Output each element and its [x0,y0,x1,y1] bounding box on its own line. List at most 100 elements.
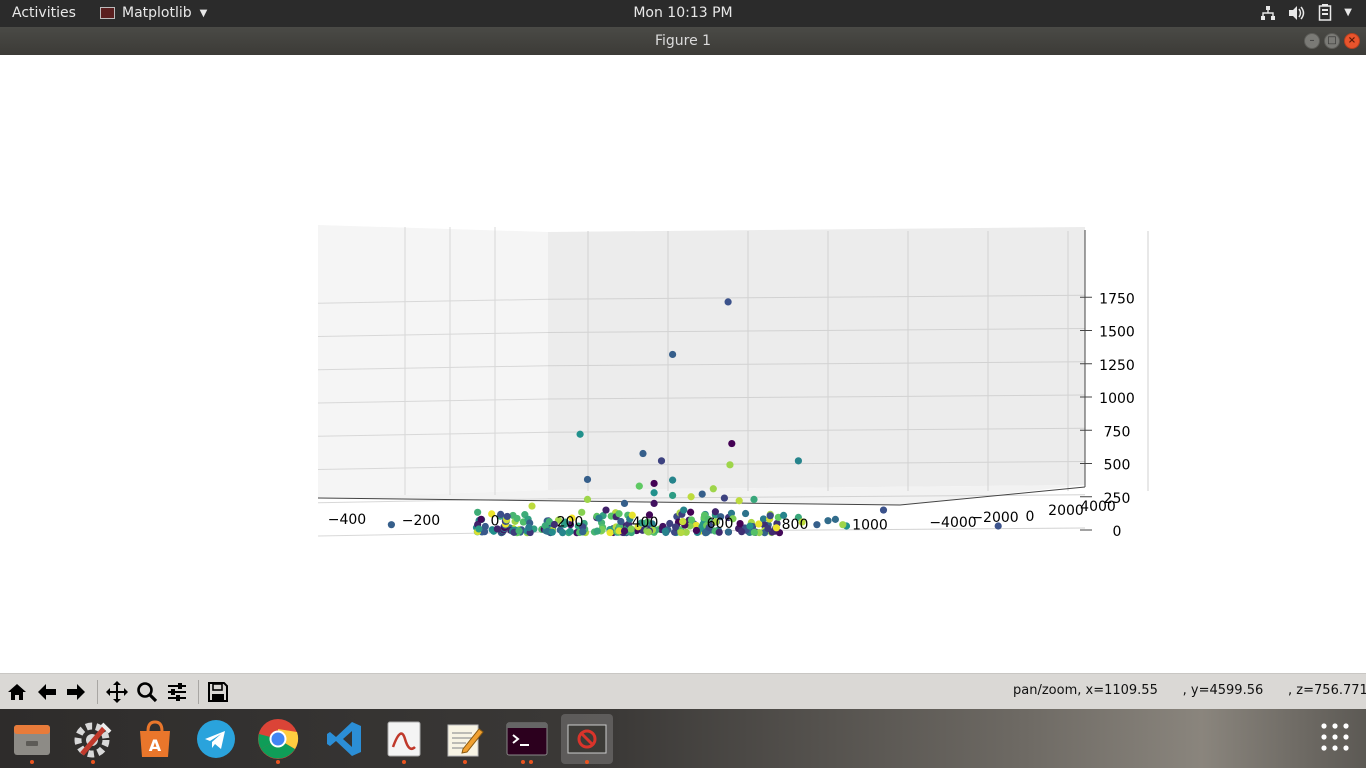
scatter-point [794,457,803,465]
clock-label[interactable]: Mon 10:13 PM [633,5,733,21]
grid-line-z-left [317,498,549,504]
scatter-point [669,350,677,359]
running-indicator [91,760,95,764]
x-tick-label: 800 [782,517,809,533]
scatter-point [692,521,700,529]
status-pan-x: pan/zoom, x=1109.55 [1013,683,1158,698]
scatter-point [595,514,603,522]
z-tick-label: 250 [1104,491,1131,507]
scatter-point [671,523,680,531]
scatter-point [576,430,584,438]
scatter-point [661,527,669,535]
system-tools-icon [74,722,112,758]
scatter-3d-plot[interactable]: −400 −200 0 200 400 600 800 1000 −4000−2000 0 200… [0,55,1366,673]
matplotlib-toolbar: pan/zoom, x=1109.55 , y=4599.56 , z=756.… [0,673,1366,709]
dock-software-center[interactable]: A [129,714,181,764]
forward-icon[interactable] [63,679,89,705]
scatter-point [550,520,558,529]
scatter-point [528,502,536,510]
scatter-point [560,520,569,529]
x-tick-labels: −400 −200 0 200 400 600 800 1000 [328,512,888,534]
dock-chrome[interactable] [252,714,304,764]
scatter-point [750,495,758,504]
scatter-point [736,519,744,528]
dock-system-tools[interactable] [67,714,119,764]
activities-button[interactable]: Activities [12,5,76,21]
show-applications-icon[interactable] [1320,722,1350,752]
dock-text-editor[interactable] [439,714,491,764]
scatter-point [474,508,482,516]
scatter-point [513,514,521,523]
scatter-point [727,509,736,517]
window-title: Figure 1 [654,33,712,49]
scatter-point [764,524,772,533]
configure-subplots-icon[interactable] [164,679,190,705]
matplotlib-figure-icon [567,724,607,754]
grid-lines [317,227,1149,537]
back-pane [548,227,1085,490]
scatter-point [615,510,623,518]
scatter-point [650,479,658,488]
minimize-icon[interactable]: – [1304,33,1320,49]
scatter-point [831,515,840,523]
cursor-status: pan/zoom, x=1109.55 , y=4599.56 , z=756.… [1013,683,1366,698]
grid-line-z-left [317,465,549,470]
dock: A [0,709,1366,768]
x-tick-label: 0 [491,514,500,530]
maximize-icon[interactable]: □ [1324,33,1340,49]
back-icon[interactable] [34,679,60,705]
dock-vscode[interactable] [318,714,370,764]
scatter-point [620,527,629,535]
scatter-point [583,495,592,504]
dock-telegram[interactable] [190,714,242,764]
app-menu[interactable]: Matplotlib ▼ [100,5,207,21]
figure-canvas[interactable]: −400 −200 0 200 400 600 800 1000 −4000 −2000 0 200… [0,55,1366,673]
running-indicator [276,760,280,764]
scatter-point [759,515,768,523]
zoom-icon[interactable] [134,679,160,705]
scatter-point [705,523,713,532]
running-indicator [521,760,525,764]
status-z: , z=756.771 [1288,683,1366,698]
scatter-point [650,489,658,497]
network-icon[interactable] [1260,5,1276,21]
save-icon[interactable] [205,679,231,705]
volume-icon[interactable] [1288,5,1306,21]
scatter-point [726,461,734,469]
z-tick-label: 1250 [1099,358,1135,374]
home-icon[interactable] [4,679,30,705]
vscode-icon [327,722,361,756]
grid-line-z-left [317,298,549,304]
system-menu-caret-icon[interactable]: ▼ [1344,7,1352,18]
scatter-point [780,511,788,519]
z-tick-labels: 0 250 500 750 1000 1250 1500 1750 [1080,291,1135,540]
scatter-point [635,482,643,490]
scatter-point [644,528,652,536]
z-tick-label: 1500 [1099,325,1135,341]
dock-files[interactable] [6,714,58,764]
top-bar: Activities Matplotlib ▼ Mon 10:13 PM ▼ [0,0,1366,27]
scatter-point [687,516,696,524]
scatter-point [627,525,635,533]
scatter-point [839,521,847,529]
z-tick-label: 1000 [1099,391,1135,407]
battery-icon[interactable] [1318,4,1332,21]
software-center-icon: A [140,720,170,757]
scatter-point [669,491,677,500]
dock-terminal[interactable] [501,714,553,764]
dock-pdf-viewer[interactable] [378,714,430,764]
dock-matplotlib-figure[interactable] [561,714,613,764]
scatter-point [677,528,685,537]
toolbar-separator [198,680,199,704]
close-icon[interactable]: × [1344,33,1360,49]
running-indicator [529,760,533,764]
scatter-point [687,508,695,516]
scatter-point [669,476,677,484]
scatter-point [738,528,746,536]
pan-icon[interactable] [104,679,130,705]
system-tray[interactable]: ▼ [1260,4,1352,21]
window-titlebar[interactable]: Figure 1 – □ × [0,27,1366,55]
scatter-point [602,506,610,514]
scatter-point [824,517,832,525]
grid-line-z [547,294,1086,300]
